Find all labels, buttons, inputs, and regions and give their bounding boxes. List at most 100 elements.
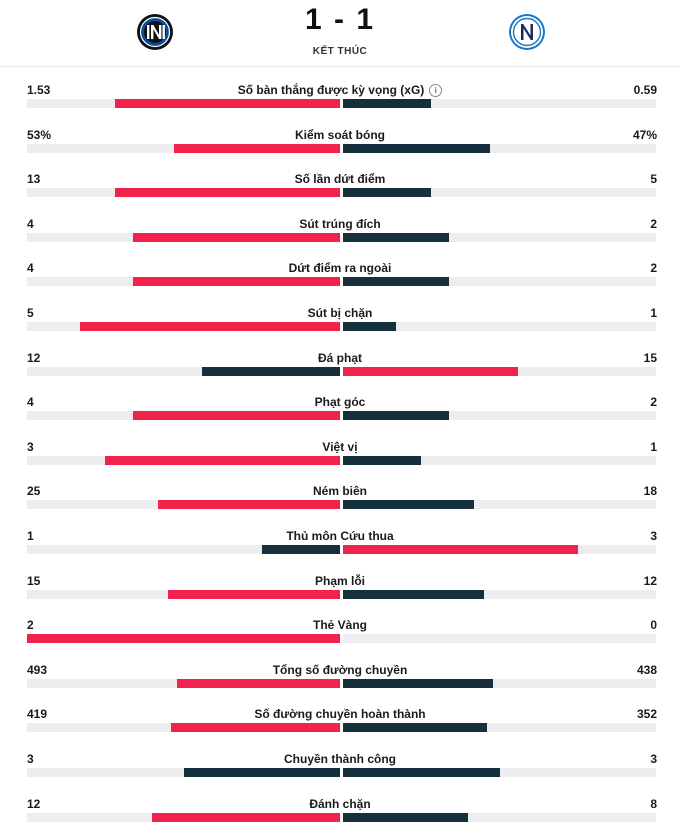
stat-label: Ném biên xyxy=(140,484,540,498)
stat-home-track xyxy=(27,455,340,465)
stat-away-track xyxy=(343,143,656,153)
stat-home-value: 3 xyxy=(27,439,34,454)
stat-home-bar xyxy=(202,366,340,376)
stat-away-track xyxy=(343,232,656,242)
stat-home-bar xyxy=(174,143,340,153)
stat-row: 25 Ném biên 18 xyxy=(0,481,680,525)
stat-row: 12 Đánh chặn 8 xyxy=(0,794,680,838)
stat-home-track xyxy=(27,232,340,242)
stat-label: Sút trúng đích xyxy=(140,217,540,231)
stat-label-text: Việt vị xyxy=(322,439,358,454)
stat-label: Thẻ Vàng xyxy=(140,618,540,632)
stat-home-bar xyxy=(183,768,340,777)
napoli-crest-icon[interactable] xyxy=(505,10,549,54)
stat-away-track xyxy=(343,455,656,465)
stat-home-bar xyxy=(133,411,340,421)
stat-away-bar xyxy=(343,99,431,108)
stat-row: 2 Thẻ Vàng 0 xyxy=(0,615,680,659)
stat-home-bar xyxy=(133,232,340,242)
match-score: 1 - 1 xyxy=(304,3,376,36)
stat-home-track xyxy=(27,545,340,554)
stat-label: Phạt góc xyxy=(140,395,540,409)
stat-away-value: 3 xyxy=(650,529,657,543)
stat-away-value: 5 xyxy=(650,172,657,187)
stat-away-track xyxy=(343,188,656,198)
stat-home-value: 5 xyxy=(27,306,34,320)
stat-home-track xyxy=(27,99,340,108)
stat-home-bar xyxy=(177,678,340,688)
stat-away-track xyxy=(343,678,656,688)
stat-home-track xyxy=(27,500,340,510)
stat-away-track xyxy=(343,500,656,510)
stat-home-value: 493 xyxy=(27,662,48,677)
stat-away-bar xyxy=(343,455,422,465)
match-status: KẾT THÚC xyxy=(312,46,368,57)
stat-home-value: 13 xyxy=(27,172,41,187)
stat-label-text: Kiểm soát bóng xyxy=(294,127,385,142)
stat-away-bar xyxy=(343,411,450,421)
stat-away-value: 12 xyxy=(643,573,657,588)
stat-home-value: 12 xyxy=(27,796,41,811)
stat-away-value: 0.59 xyxy=(633,83,657,97)
stat-label-text: Đá phạt xyxy=(317,350,362,365)
stat-away-bar xyxy=(343,322,397,331)
stat-label-text: Chuyền thành công xyxy=(284,752,396,766)
stat-home-track xyxy=(27,589,340,599)
stat-label: Số lần dứt điểm xyxy=(140,172,540,186)
stat-home-track xyxy=(27,188,340,198)
stat-away-value: 1 xyxy=(650,306,657,320)
stat-away-bar xyxy=(343,366,519,376)
stat-row: 15 Phạm lỗi 12 xyxy=(0,571,680,615)
stat-row: 493 Tổng số đường chuyền 438 xyxy=(0,660,680,704)
inter-crest-icon[interactable] xyxy=(133,10,177,54)
stat-label: Đá phạt xyxy=(140,351,540,365)
stat-away-value: 352 xyxy=(636,707,657,722)
stat-home-value: 53% xyxy=(27,127,52,142)
stat-home-track xyxy=(27,678,340,688)
stat-away-value: 2 xyxy=(650,216,657,231)
stat-home-value: 25 xyxy=(27,484,41,499)
stat-home-bar xyxy=(105,455,340,465)
stat-label-text: Phạm lỗi xyxy=(314,573,365,588)
stat-home-bar xyxy=(114,188,340,198)
stat-away-value: 15 xyxy=(643,350,657,365)
stat-home-value: 1 xyxy=(27,529,34,543)
stat-home-bar xyxy=(133,277,340,287)
stat-home-value: 12 xyxy=(27,350,41,365)
stat-label: Việt vị xyxy=(140,440,540,454)
stat-label-text: Thẻ Vàng xyxy=(312,618,367,633)
stat-row: 3 Việt vị 1 xyxy=(0,437,680,481)
stat-label-text: Đánh chặn xyxy=(309,796,371,811)
stat-label: Sút bị chặn xyxy=(140,306,540,320)
stat-label-text: Thủ môn Cứu thua xyxy=(286,529,394,543)
info-icon[interactable]: i xyxy=(429,84,443,97)
stat-home-value: 4 xyxy=(27,395,34,410)
stat-row: 4 Phạt góc 2 xyxy=(0,392,680,436)
stat-away-bar xyxy=(343,723,487,733)
stat-away-bar xyxy=(343,678,494,688)
stat-home-track xyxy=(27,277,340,287)
stat-label: Kiểm soát bóng xyxy=(140,128,540,142)
stat-row: 5 Sút bị chặn 1 xyxy=(0,303,680,347)
stat-label: Đánh chặn xyxy=(140,797,540,811)
stat-away-track xyxy=(343,411,656,421)
stat-home-track xyxy=(27,723,340,733)
stat-home-bar xyxy=(80,322,340,331)
stat-row: 1.53 Số bàn thắng được kỳ vọng (xG) i 0.59 xyxy=(0,80,680,124)
stat-away-bar xyxy=(343,589,484,599)
stat-label: Thủ môn Cứu thua xyxy=(140,529,540,543)
stat-away-value: 8 xyxy=(650,796,657,811)
stat-home-bar xyxy=(114,99,340,108)
stat-away-value: 18 xyxy=(643,484,657,499)
stat-label-text: Sút bị chặn xyxy=(307,306,373,320)
stat-away-value: 47% xyxy=(632,127,657,142)
stat-label-text: Ném biên xyxy=(312,484,367,499)
stat-home-track xyxy=(27,768,340,777)
stat-away-track xyxy=(343,545,656,554)
stat-home-track xyxy=(27,411,340,421)
stat-away-bar xyxy=(343,768,500,777)
stat-home-bar xyxy=(152,812,340,822)
stat-row: 419 Số đường chuyền hoàn thành 352 xyxy=(0,704,680,748)
stat-away-track xyxy=(343,322,656,331)
stat-home-track xyxy=(27,366,340,376)
